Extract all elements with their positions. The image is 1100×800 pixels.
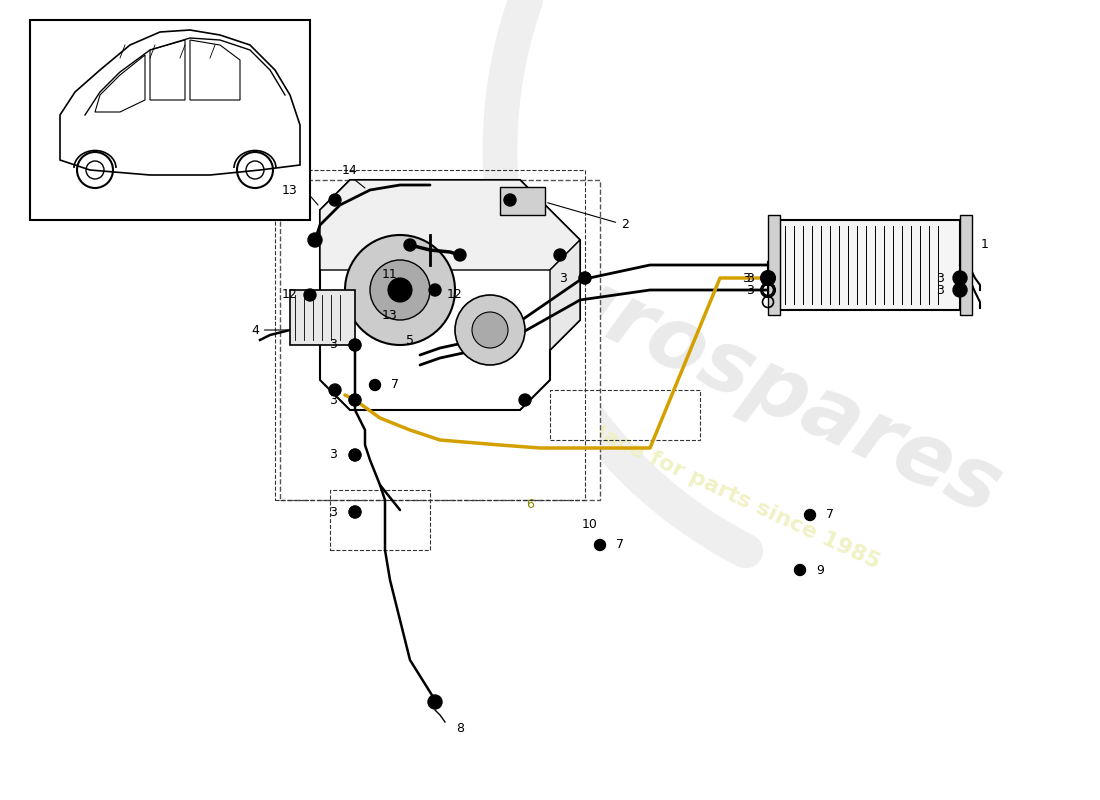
- Circle shape: [329, 194, 341, 206]
- Circle shape: [454, 249, 466, 261]
- Bar: [290, 290, 355, 345]
- Circle shape: [804, 510, 815, 521]
- Circle shape: [428, 695, 442, 709]
- Text: 13: 13: [282, 183, 298, 197]
- Circle shape: [953, 271, 967, 285]
- Circle shape: [349, 449, 361, 461]
- Text: 5: 5: [406, 334, 414, 346]
- Circle shape: [594, 539, 605, 550]
- Text: 12: 12: [282, 289, 298, 302]
- Text: 3: 3: [742, 271, 750, 285]
- Text: 3: 3: [329, 449, 337, 462]
- Bar: [500, 187, 544, 215]
- Bar: [768, 215, 780, 315]
- Bar: [330, 490, 430, 550]
- Bar: [280, 180, 600, 500]
- Text: 3: 3: [329, 506, 337, 518]
- Circle shape: [455, 295, 525, 365]
- Text: 8: 8: [456, 722, 464, 734]
- Circle shape: [794, 565, 805, 575]
- Circle shape: [370, 379, 381, 390]
- Text: a place for parts since 1985: a place for parts since 1985: [558, 407, 882, 573]
- Text: 4: 4: [251, 323, 287, 337]
- Text: 7: 7: [826, 509, 834, 522]
- Polygon shape: [550, 240, 580, 350]
- Circle shape: [370, 260, 430, 320]
- Circle shape: [579, 272, 591, 284]
- Text: 11: 11: [382, 269, 398, 282]
- Circle shape: [308, 233, 322, 247]
- Bar: [960, 215, 972, 315]
- Circle shape: [429, 284, 441, 296]
- Text: 3: 3: [936, 271, 944, 285]
- Circle shape: [953, 283, 967, 297]
- Circle shape: [554, 249, 566, 261]
- Bar: [275, 170, 585, 500]
- Text: 3: 3: [559, 271, 566, 285]
- Circle shape: [304, 289, 316, 301]
- Circle shape: [388, 278, 412, 302]
- Circle shape: [349, 339, 361, 351]
- Text: 9: 9: [816, 563, 824, 577]
- Text: 3: 3: [746, 283, 754, 297]
- Circle shape: [404, 239, 416, 251]
- Circle shape: [762, 272, 774, 284]
- Circle shape: [329, 384, 341, 396]
- Circle shape: [349, 506, 361, 518]
- Bar: [30, 20, 310, 220]
- Text: 7: 7: [616, 538, 624, 551]
- Polygon shape: [320, 180, 580, 270]
- Text: 6: 6: [526, 498, 534, 511]
- Circle shape: [504, 194, 516, 206]
- Text: eurospares: eurospares: [486, 227, 1014, 533]
- Text: 13: 13: [382, 309, 398, 322]
- Text: 3: 3: [936, 283, 944, 297]
- Text: 2: 2: [548, 202, 629, 231]
- Text: 3: 3: [329, 394, 337, 406]
- Circle shape: [519, 394, 531, 406]
- Text: 3: 3: [329, 338, 337, 351]
- Circle shape: [345, 235, 455, 345]
- Circle shape: [349, 394, 361, 406]
- Text: 14: 14: [342, 163, 358, 177]
- Text: 3: 3: [746, 271, 754, 285]
- Circle shape: [472, 312, 508, 348]
- Text: 1: 1: [981, 238, 989, 251]
- Text: 10: 10: [582, 518, 598, 531]
- Text: 7: 7: [390, 378, 399, 391]
- Bar: [550, 390, 700, 440]
- Text: 12: 12: [447, 289, 463, 302]
- Bar: [780, 220, 960, 310]
